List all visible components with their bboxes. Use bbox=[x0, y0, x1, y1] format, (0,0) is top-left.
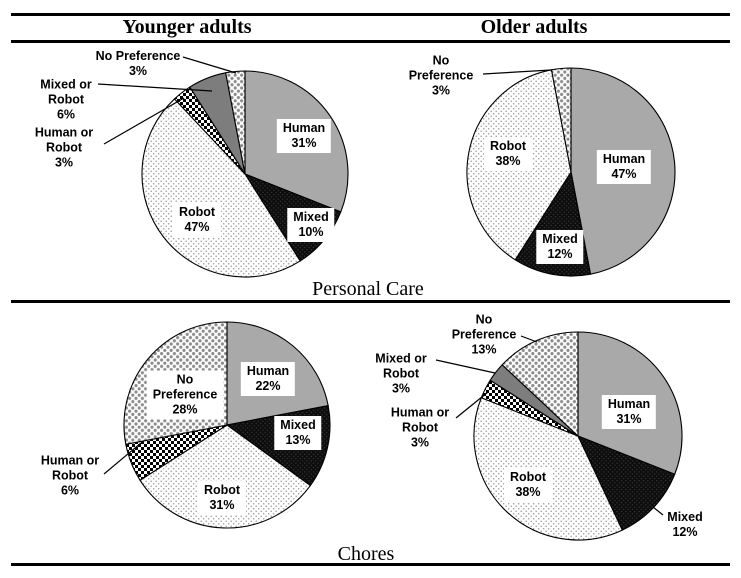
row-caption-personal-care: Personal Care bbox=[312, 278, 424, 300]
pie-slice-no-preference bbox=[123, 321, 228, 445]
pie-slice-no-preference bbox=[550, 67, 572, 173]
pie-slice-no-preference bbox=[501, 331, 579, 438]
pie-chores-younger-adults bbox=[123, 321, 331, 529]
pie-personal-care-older-adults bbox=[466, 67, 676, 277]
leader-line-human-or-robot-3 bbox=[455, 391, 489, 419]
middle-rule bbox=[11, 300, 730, 303]
pie-chores-older-adults bbox=[473, 331, 683, 541]
pie-personal-care-younger-adults bbox=[141, 70, 349, 278]
leader-line-no-preference-3 bbox=[182, 56, 237, 74]
column-header-older-adults: Older adults bbox=[480, 16, 588, 38]
pie-slice-human bbox=[570, 67, 676, 275]
leader-line-human-or-robot-6 bbox=[103, 442, 142, 475]
leader-line-mixed-or-robot-3 bbox=[435, 359, 496, 374]
pie-slice-robot bbox=[139, 424, 312, 529]
leader-line-no-preference-3 bbox=[482, 69, 552, 75]
header-bottom-rule bbox=[11, 40, 730, 43]
row-caption-chores: Chores bbox=[337, 543, 395, 565]
leader-line-mixed-or-robot-6 bbox=[97, 83, 213, 92]
leader-line-no-preference-13 bbox=[520, 335, 538, 343]
pie-slice-no-preference bbox=[225, 70, 246, 175]
top-rule bbox=[11, 13, 730, 16]
bottom-rule bbox=[11, 563, 730, 566]
column-header-younger-adults: Younger adults bbox=[122, 16, 252, 38]
leader-line-mixed-12 bbox=[652, 506, 664, 516]
leader-line-human-or-robot-3 bbox=[103, 97, 185, 145]
